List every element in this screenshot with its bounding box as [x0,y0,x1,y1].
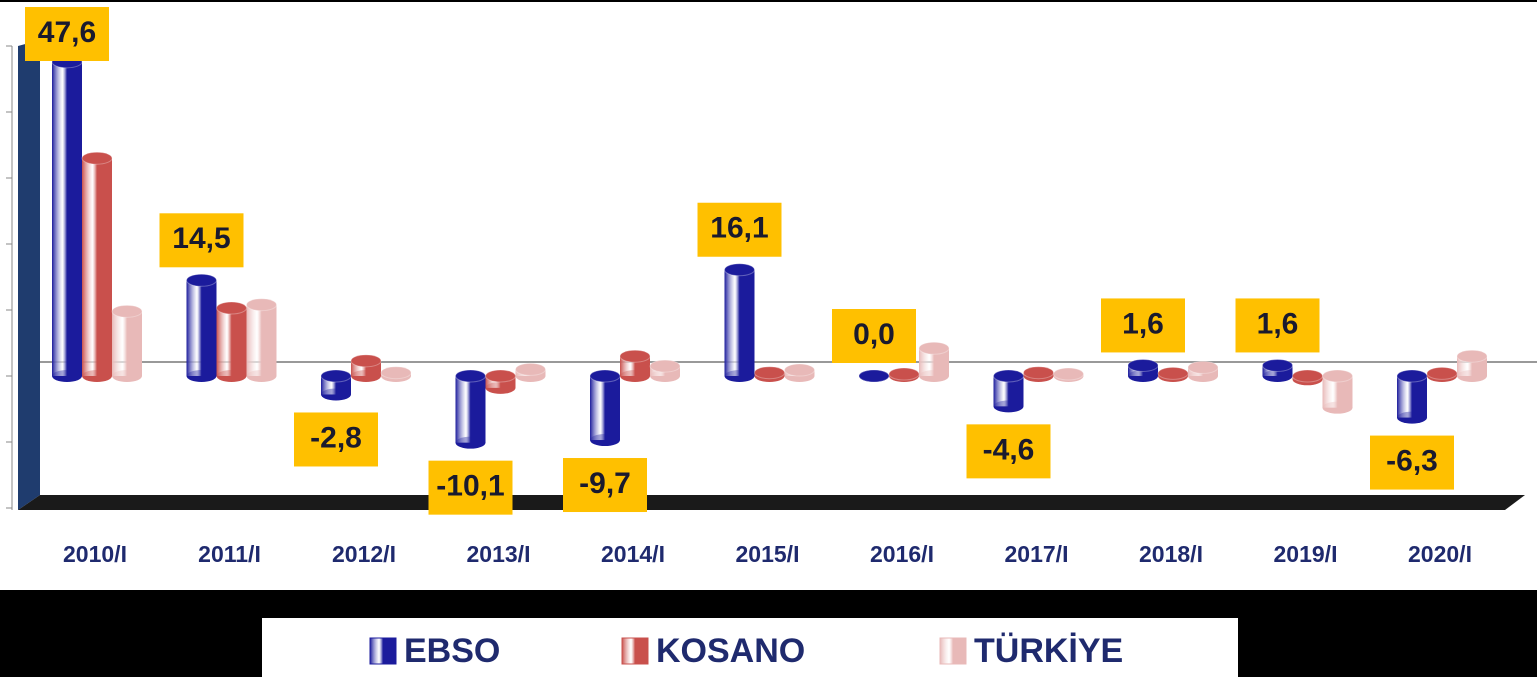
plot-background [0,0,1537,590]
data-label-box [159,213,244,268]
x-tick-label: 2012/I [332,541,396,567]
bar-cap [1322,369,1353,383]
data-label: -6,3 [1386,445,1438,478]
data-label-box [563,458,647,513]
x-tick-label: 2019/I [1274,541,1338,567]
x-tick-label: 2010/I [63,541,127,567]
data-label: 1,6 [1257,307,1299,340]
x-tick-label: 2016/I [870,541,934,567]
data-label: -4,6 [983,433,1035,466]
data-label-box [1370,435,1454,490]
x-tick-label: 2011/I [198,541,261,567]
bar [52,61,82,377]
bar-cap [918,341,950,355]
bar-cap [1292,369,1323,383]
data-label: -9,7 [579,467,631,500]
data-label-box [832,309,916,363]
left-wall [18,40,40,510]
legend-label: TÜRKİYE [974,632,1123,670]
data-label: 1,6 [1122,307,1164,340]
x-tick-label: 2017/I [1005,541,1069,567]
bar [724,269,755,376]
bar-cap [455,369,486,383]
bar [1397,376,1427,418]
legend-label: EBSO [404,632,500,670]
data-label-box [1101,298,1185,353]
legend-swatch [621,637,649,665]
data-label: 47,6 [38,16,96,49]
data-label-box [25,7,109,61]
data-label-box [966,424,1051,479]
bar-cap [589,369,621,383]
data-label: 16,1 [710,212,768,245]
bar-cap [888,367,920,381]
x-tick-label: 2014/I [601,541,665,567]
data-label: 0,0 [853,318,895,351]
floor [18,495,1525,510]
bar-cap [1023,366,1054,380]
data-label-box [294,412,378,467]
bar-cap [246,298,277,312]
bar-cap [993,369,1024,383]
bar-cap [1187,360,1219,374]
legend-swatch [939,637,967,665]
bar-cap [380,366,412,380]
bar-cap [1426,366,1458,380]
bar-cap [111,304,143,318]
data-label: -2,8 [310,421,362,454]
bar-cap [1127,358,1159,372]
bar-cap [216,301,247,315]
bar-cap [350,354,382,368]
data-label: -10,1 [436,470,504,503]
bar-cap [1053,367,1084,381]
bar-cap [1262,358,1293,372]
bar [186,280,217,376]
bar-cap [81,151,113,165]
bar-cap [186,273,217,287]
x-tick-label: 2013/I [467,541,531,567]
data-label-box [1235,298,1320,353]
data-label-box [428,460,513,515]
bar-cap [515,362,546,376]
bar-cap [754,366,785,380]
x-tick-label: 2018/I [1139,541,1203,567]
bar-cap [619,349,651,363]
legend-swatch [369,637,397,665]
bar [112,311,142,376]
bar-cap [1396,369,1428,383]
x-tick-label: 2020/I [1408,541,1472,567]
bar-cap [724,263,755,277]
bar-cap [485,369,516,383]
bar [590,376,620,441]
bar [216,308,247,376]
bar-cap [649,359,681,373]
data-label: 14,5 [172,222,230,255]
bar [82,158,112,376]
bar-cap [1157,366,1189,380]
legend-label: KOSANO [656,632,805,670]
bar-cap [784,363,815,377]
bar [246,304,277,376]
bar-cap [858,369,890,383]
data-label-box [697,202,782,257]
x-tick-label: 2015/I [736,541,800,567]
legend [262,618,1238,677]
bar-cap [1456,349,1488,363]
bar-cap [320,369,352,383]
bar [455,376,486,443]
